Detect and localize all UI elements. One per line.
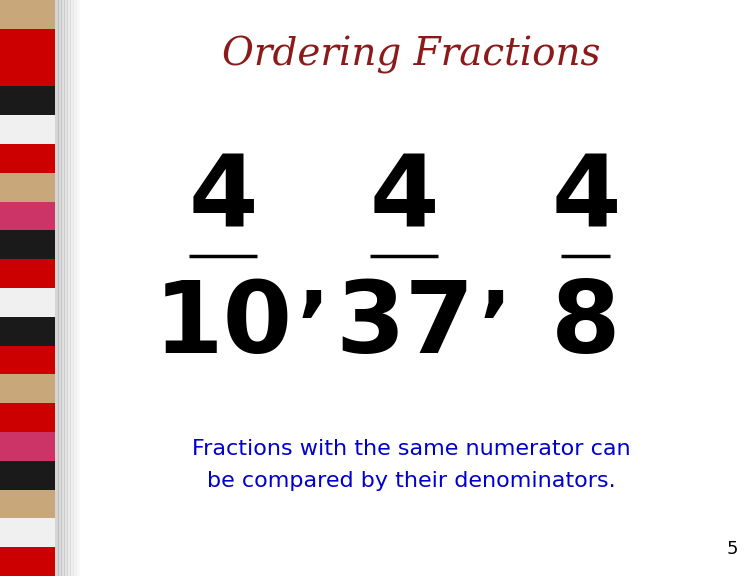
Bar	[58, 0, 62, 576]
Text: 4: 4	[370, 150, 439, 247]
Bar	[73, 0, 77, 576]
Text: ,: ,	[298, 242, 330, 323]
Bar	[0, 202, 55, 230]
Bar	[61, 0, 65, 576]
Bar	[76, 0, 80, 576]
Text: Ordering Fractions: Ordering Fractions	[222, 36, 600, 74]
Bar	[0, 259, 55, 288]
Bar	[0, 518, 55, 547]
Bar	[0, 346, 55, 374]
Text: 5: 5	[727, 540, 738, 558]
Bar	[0, 115, 55, 144]
Bar	[0, 547, 55, 576]
Bar	[0, 403, 55, 432]
Text: 8: 8	[551, 277, 621, 374]
Bar	[0, 230, 55, 259]
Bar	[0, 144, 55, 173]
Bar	[70, 0, 74, 576]
Text: Fractions with the same numerator can: Fractions with the same numerator can	[192, 439, 631, 459]
Bar	[0, 374, 55, 403]
Text: 4: 4	[188, 150, 258, 247]
Bar	[0, 317, 55, 346]
Bar	[0, 86, 55, 115]
Bar	[55, 0, 59, 576]
Bar	[0, 29, 55, 58]
Bar	[0, 0, 55, 29]
Text: 37: 37	[335, 277, 474, 374]
Text: 4: 4	[551, 150, 621, 247]
Text: 10: 10	[153, 277, 293, 374]
Bar	[0, 461, 55, 490]
Text: ,: ,	[479, 242, 511, 323]
Bar	[0, 288, 55, 317]
Text: be compared by their denominators.: be compared by their denominators.	[206, 471, 615, 491]
Bar	[0, 490, 55, 518]
Bar	[0, 173, 55, 202]
Bar	[67, 0, 71, 576]
Bar	[0, 58, 55, 86]
Bar	[0, 432, 55, 461]
Bar	[64, 0, 68, 576]
